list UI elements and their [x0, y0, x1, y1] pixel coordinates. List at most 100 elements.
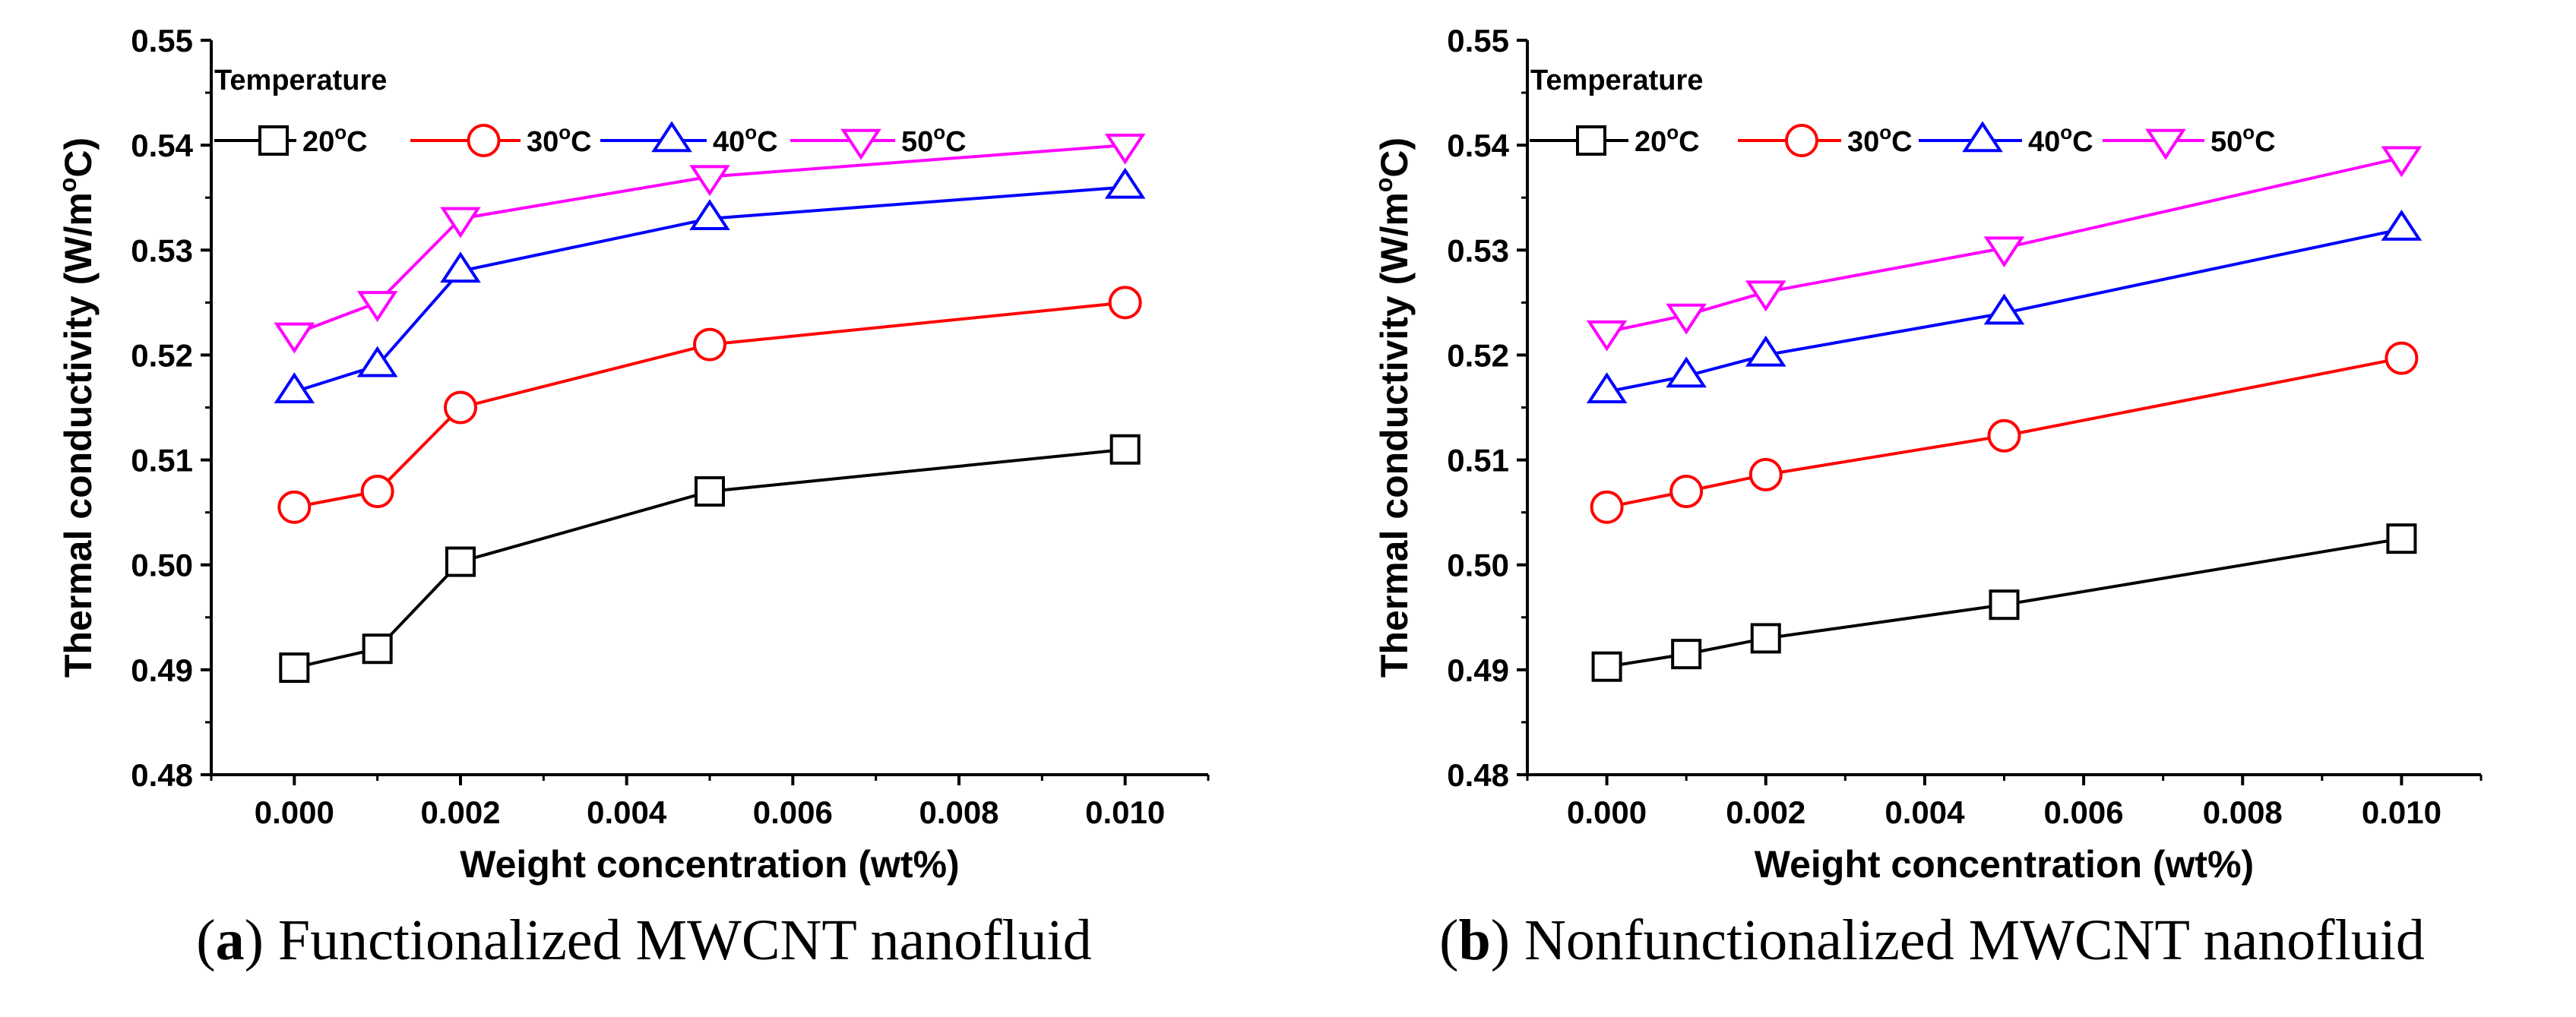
chart-b-legend-title: Temperature	[1530, 65, 1703, 96]
chart-b-legend-label-2: 40oC	[2028, 121, 2093, 158]
chart-a-legend-label-2: 40oC	[713, 121, 778, 158]
chart-b-data-point-s3	[1745, 280, 1786, 312]
chart-b-data-point-s2	[1586, 372, 1628, 403]
chart-a-data-point-s1	[444, 390, 477, 425]
chart-b-legend-marker-3	[2145, 128, 2186, 160]
chart-b-legend-marker-1	[1785, 124, 1818, 157]
caption-b: (b) Nonfunctionalized MWCNT nanofluid	[1439, 908, 2425, 972]
chart-b-y-tick-label: 0.52	[1447, 337, 1509, 373]
chart-a-x-tick-label: 0.006	[753, 794, 833, 830]
chart-a-data-point-s2	[440, 251, 481, 283]
caption-a-text: Functionalized MWCNT nanofluid	[277, 908, 1092, 972]
chart-b-data-point-s3	[1586, 320, 1628, 352]
chart-b-x-tick-label: 0.006	[2044, 794, 2124, 830]
chart-a-legend-marker-3	[840, 128, 881, 160]
chart-a-data-point-s0	[279, 652, 310, 684]
chart-a-y-tick-label: 0.50	[131, 548, 193, 583]
chart-b-data-point-s2	[1983, 293, 2025, 325]
chart-a-legend-label-0: 20oC	[302, 121, 368, 158]
chart-a-data-point-s3	[356, 291, 398, 323]
chart-a-data-point-s1	[277, 490, 312, 524]
chart-a-y-tick-label: 0.49	[131, 652, 193, 688]
chart-a-data-point-s0	[1109, 434, 1141, 465]
chart-panel-a: 0.48 0.49 0.50 0.51 0.52 0.53 0.54 0.55 0.000 0.0…	[54, 23, 1210, 972]
chart-b-legend-marker-0	[1576, 125, 1606, 156]
chart-b-data-point-s0	[1989, 589, 2020, 621]
chart-b-data-point-s3	[1666, 303, 1707, 335]
chart-b-y-tick-label: 0.54	[1447, 128, 1509, 163]
chart-a-data-point-s3	[440, 207, 481, 238]
caption-b-text: Nonfunctionalized MWCNT nanofluid	[1524, 908, 2425, 972]
chart-a-y-tick-label: 0.52	[131, 337, 193, 373]
chart-a-svg: 0.48 0.49 0.50 0.51 0.52 0.53 0.54 0.55 0.000 0.0…	[54, 23, 1210, 886]
caption-a: (a) Functionalized MWCNT nanofluid	[196, 908, 1092, 972]
chart-a-legend-title: Temperature	[214, 65, 387, 96]
chart-b-svg: 0.48 0.49 0.50 0.51 0.52 0.53 0.54 0.55 0.000 0.0…	[1370, 23, 2483, 886]
chart-b-data-point-s1	[1748, 457, 1783, 491]
chart-b-data-point-s2	[1666, 356, 1707, 388]
chart-a-x-tick-label: 0.008	[919, 794, 998, 830]
chart-a-legend-marker-0	[258, 125, 289, 156]
chart-a-y-tick-label: 0.55	[131, 23, 193, 58]
chart-b-x-tick-label: 0.008	[2203, 794, 2283, 830]
chart-b-data-point-s0	[1671, 639, 1702, 670]
chart-a-legend-marker-2	[651, 121, 692, 153]
chart-a-data-point-s0	[695, 476, 725, 507]
chart-b-legend-label-3: 50oC	[2210, 121, 2276, 158]
chart-a-legend-label-3: 50oC	[901, 121, 967, 158]
chart-a-x-axis-title: Weight concentration (wt%)	[460, 843, 959, 886]
chart-a-data-point-s3	[689, 165, 730, 197]
chart-b-data-point-s0	[2386, 523, 2417, 554]
chart-b-data-point-s1	[1669, 475, 1704, 509]
chart-a-legend-marker-1	[467, 124, 501, 157]
chart-a-y-tick-label: 0.51	[131, 443, 193, 478]
chart-a-data-point-s2	[274, 372, 315, 403]
chart-b-legend-label-1: 30oC	[1847, 121, 1913, 158]
chart-b-y-tick-label: 0.48	[1447, 757, 1509, 793]
chart-a-x-tick-label: 0.010	[1085, 794, 1165, 830]
chart-b-x-tick-label: 0.010	[2362, 794, 2442, 830]
chart-a-x-tick-label: 0.002	[420, 794, 500, 830]
chart-b-x-tick-label: 0.002	[1726, 794, 1805, 830]
caption-a-label: a	[215, 908, 245, 972]
chart-a-data-point-s3	[274, 322, 315, 354]
chart-b-x-axis-title: Weight concentration (wt%)	[1755, 843, 2254, 886]
chart-b-y-tick-label: 0.50	[1447, 548, 1509, 583]
chart-b-y-tick-label: 0.55	[1447, 23, 1509, 58]
chart-a-data-point-s2	[356, 346, 398, 377]
chart-b-data-point-s2	[1745, 335, 1786, 367]
chart-a-data-point-s1	[693, 327, 726, 362]
chart-a-y-tick-label: 0.54	[131, 128, 193, 163]
chart-b-data-point-s0	[1750, 623, 1781, 654]
chart-b-y-tick-label: 0.49	[1447, 652, 1509, 688]
chart-a-data-point-s1	[1108, 286, 1142, 320]
chart-b-y-tick-label: 0.53	[1447, 232, 1509, 268]
chart-b-data-point-s3	[1983, 236, 2025, 268]
caption-b-label: b	[1458, 908, 1491, 972]
chart-a-data-point-s0	[445, 546, 476, 577]
chart-a-data-point-s2	[1104, 167, 1146, 199]
chart-b-x-tick-label: 0.004	[1885, 794, 1965, 830]
chart-b-legend-marker-2	[1962, 121, 2003, 153]
chart-a-data-point-s1	[360, 475, 394, 509]
chart-b-data-point-s1	[1987, 418, 2021, 453]
chart-b-data-point-s0	[1591, 651, 1622, 682]
chart-b-y-axis-title: Thermal conductivity (W/moC)	[1370, 137, 1416, 677]
chart-b-data-point-s1	[2385, 341, 2419, 375]
chart-b-y-tick-label: 0.51	[1447, 443, 1509, 478]
chart-a-data-point-s2	[689, 199, 730, 231]
chart-b-data-point-s3	[2381, 146, 2423, 178]
chart-b-x-tick-label: 0.000	[1567, 794, 1647, 830]
chart-a-y-tick-label: 0.48	[131, 757, 193, 793]
chart-a-data-point-s3	[1104, 133, 1146, 165]
chart-a-data-point-s0	[362, 633, 393, 665]
chart-a-x-tick-label: 0.000	[255, 794, 334, 830]
chart-b-data-point-s1	[1590, 490, 1624, 524]
chart-panel-b: 0.48 0.49 0.50 0.51 0.52 0.53 0.54 0.55 0.000 0.0…	[1288, 0, 2576, 1017]
chart-b-legend-label-0: 20oC	[1635, 121, 1700, 158]
chart-a-legend-label-1: 30oC	[527, 121, 592, 158]
chart-b-data-point-s2	[2381, 210, 2423, 241]
chart-a-y-axis-title: Thermal conductivity (W/moC)	[54, 137, 100, 677]
chart-a-x-tick-label: 0.004	[587, 794, 667, 830]
chart-a-y-tick-label: 0.53	[131, 232, 193, 268]
